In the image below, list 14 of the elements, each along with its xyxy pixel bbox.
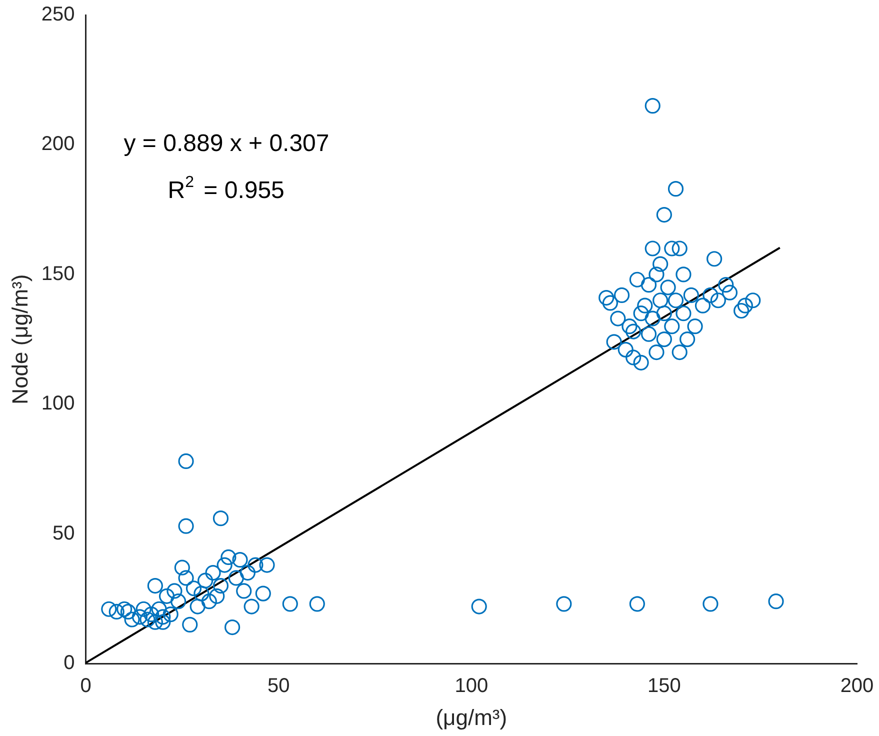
y-tick-label: 250 xyxy=(41,4,75,26)
annotation: y = 0.889 x + 0.307 xyxy=(124,130,330,157)
x-tick-label: 150 xyxy=(648,675,681,698)
x-tick-label: 50 xyxy=(267,675,290,698)
y-tick-label: 150 xyxy=(41,262,75,285)
y-tick-label: 50 xyxy=(52,522,75,544)
x-tick-label: 200 xyxy=(840,675,874,698)
y-axis-title: Node (μg/m³) xyxy=(7,274,32,404)
x-tick-label: 100 xyxy=(454,675,488,698)
y-tick-label: 100 xyxy=(41,392,75,415)
x-tick-label: 0 xyxy=(80,675,92,698)
y-tick-label: 200 xyxy=(41,133,75,156)
y-tick-label: 0 xyxy=(64,652,75,674)
x-axis-title: (μg/m³) xyxy=(436,704,508,730)
